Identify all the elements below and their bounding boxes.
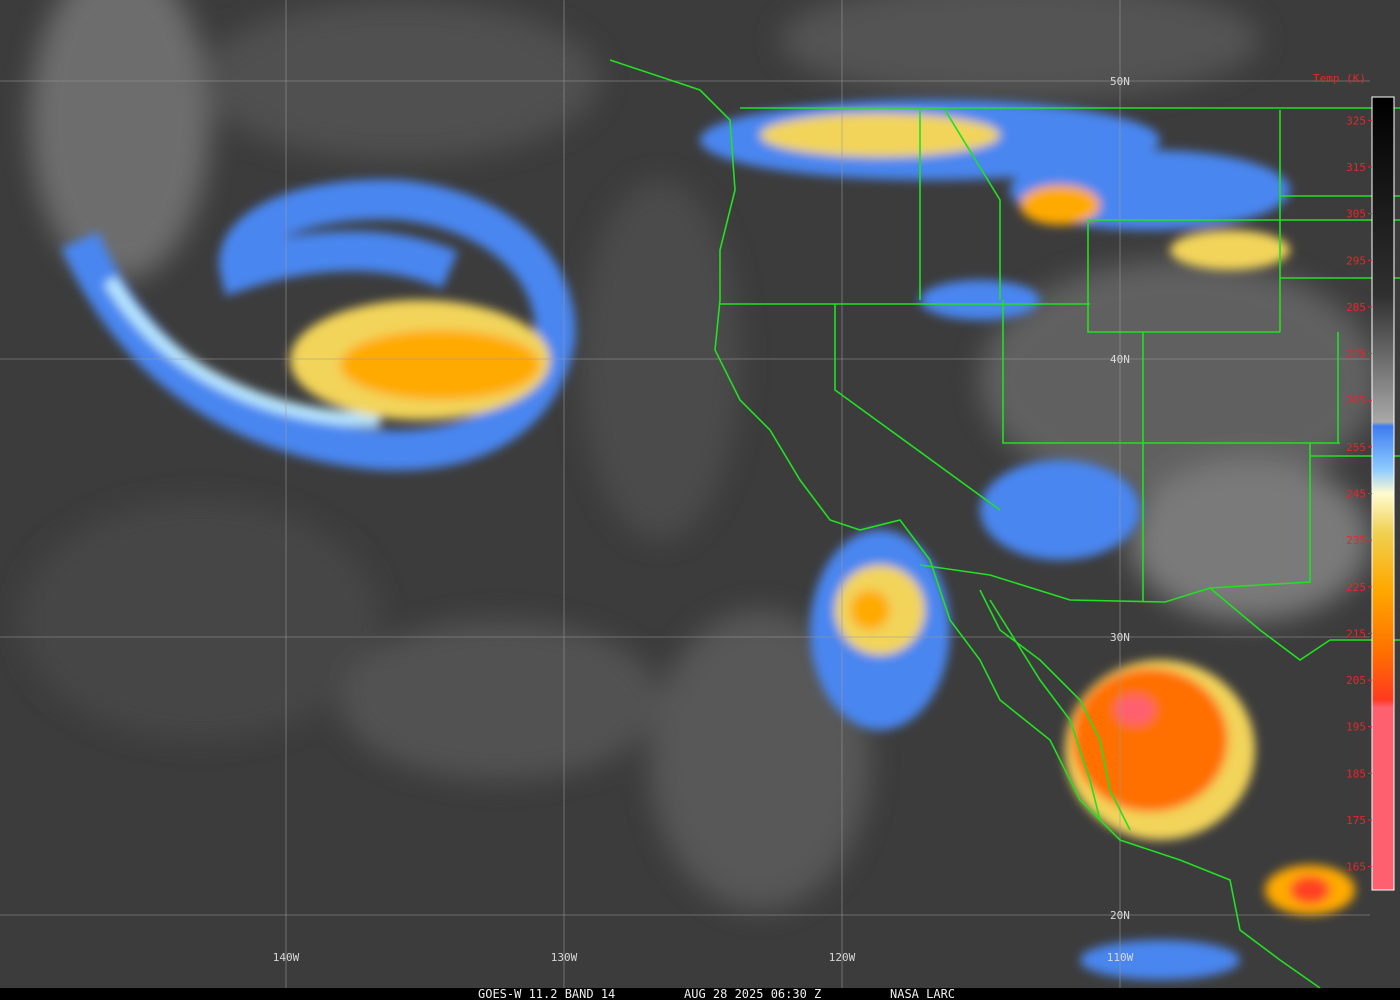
colorbar-tick-label: 165 [1346,861,1366,874]
caption-sensor: GOES-W 11.2 BAND 14 [478,987,615,1000]
colorbar-ramp [1371,96,1395,891]
colorbar-tick-label: 195 [1346,721,1366,734]
caption-source: NASA LARC [890,987,955,1000]
colorbar-title: Temp (K) [1313,72,1366,85]
latitude-label: 20N [1110,909,1130,922]
longitude-label: 130W [551,951,578,964]
colorbar-tick-label: 175 [1346,814,1366,827]
colorbar-tick-label: 325 [1346,114,1366,127]
graticule [0,0,1370,988]
longitude-label: 120W [829,951,856,964]
colorbar-tick-label: 295 [1346,254,1366,267]
cloud-tops [61,100,1355,980]
colorbar-tick-label: 205 [1346,674,1366,687]
colorbar-tick-label: 185 [1346,767,1366,780]
latitude-label: 50N [1110,75,1130,88]
caption-time: AUG 28 2025 06:30 Z [684,987,821,1000]
colorbar-tick-label: 305 [1346,208,1366,221]
borders [609,59,1400,989]
colorbar-tick-label: 315 [1346,161,1366,174]
colorbar-tick-label: 215 [1346,627,1366,640]
longitude-label: 110W [1107,951,1134,964]
colorbar-tick-label: 245 [1346,488,1366,501]
colorbar-tick-label: 255 [1346,441,1366,454]
colorbar-tick-label: 225 [1346,581,1366,594]
colorbar-tick-label: 235 [1346,534,1366,547]
caption-bar [0,988,1400,1000]
colorbar: Temp (K) 325 315 305 295 285 275 265 255 245 235 2… [1313,72,1395,891]
latitude-label: 40N [1110,353,1130,366]
colorbar-tick-label: 265 [1346,394,1366,407]
longitude-label: 140W [273,951,300,964]
latitude-label: 30N [1110,631,1130,644]
labels: 50N 40N 30N 20N 140W 130W 120W 110W [273,75,1134,964]
colorbar-tick-label: 275 [1346,348,1366,361]
colorbar-tick-label: 285 [1346,301,1366,314]
